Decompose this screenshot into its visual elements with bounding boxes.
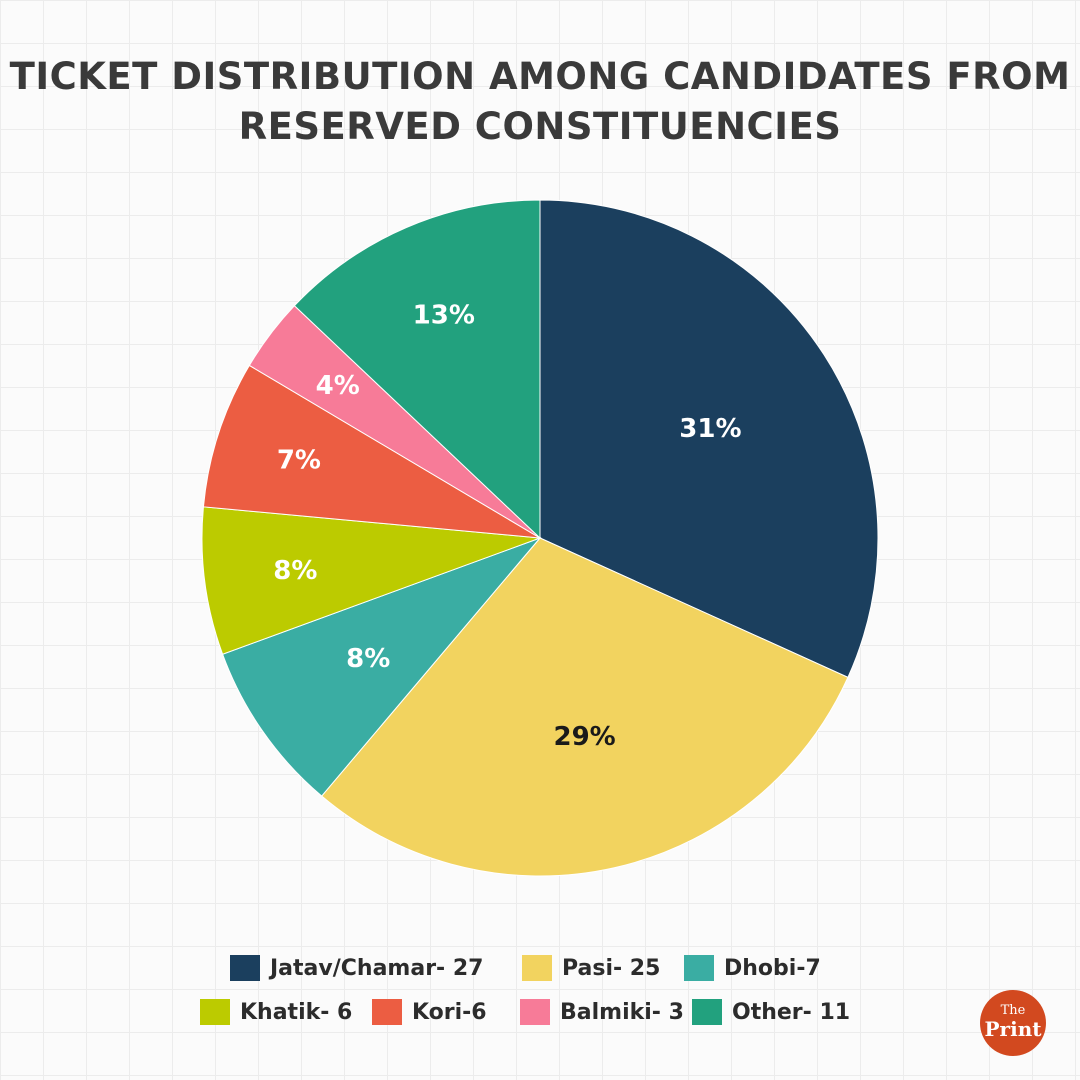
title-line-2: RESERVED CONSTITUENCIES — [238, 105, 842, 148]
legend-item-kori: Kori-6 — [372, 999, 487, 1025]
legend-item-jatav-chamar: Jatav/Chamar- 27 — [230, 955, 483, 981]
pie-slice-jatav-chamar — [539, 199, 879, 679]
legend-label: Kori-6 — [412, 999, 487, 1025]
legend-label: Jatav/Chamar- 27 — [270, 955, 484, 981]
legend-label: Khatik- 6 — [240, 999, 353, 1025]
legend-item-khatik: Khatik- 6 — [200, 999, 352, 1025]
legend-label: Pasi- 25 — [562, 955, 661, 981]
legend-swatch — [230, 955, 260, 981]
legend-label: Balmiki- 3 — [560, 999, 684, 1025]
legend-label: Other- 11 — [732, 999, 851, 1025]
slice-label-other: 13% — [413, 300, 475, 330]
legend-swatch — [684, 955, 714, 981]
pie-slice-khatik — [201, 506, 541, 655]
theprint-logo: The Print — [980, 990, 1046, 1056]
legend-swatch — [520, 999, 550, 1025]
legend-label: Dhobi-7 — [724, 955, 821, 981]
legend-item-pasi: Pasi- 25 — [522, 955, 660, 981]
slice-label-kori: 7% — [277, 446, 321, 476]
slice-label-dhobi: 8% — [346, 644, 390, 674]
pie-slice-other — [293, 199, 541, 540]
legend-swatch — [200, 999, 230, 1025]
legend-swatch — [692, 999, 722, 1025]
logo-the: The — [1000, 1003, 1026, 1018]
legend-item-balmiki: Balmiki- 3 — [520, 999, 684, 1025]
logo-print: Print — [984, 1017, 1042, 1041]
pie-slice-kori — [202, 364, 541, 539]
chart-title: TICKET DISTRIBUTION AMONG CANDIDATES FRO… — [0, 52, 1080, 152]
slice-label-khatik: 8% — [273, 556, 317, 586]
legend-swatch — [522, 955, 552, 981]
pie-slice-pasi — [320, 537, 849, 877]
slice-label-jatav-chamar: 31% — [679, 414, 741, 444]
legend-item-dhobi: Dhobi-7 — [684, 955, 821, 981]
slice-label-balmiki: 4% — [316, 371, 360, 401]
pie-slice-dhobi — [221, 536, 542, 797]
legend-swatch — [372, 999, 402, 1025]
slice-label-pasi: 29% — [553, 722, 615, 752]
legend-item-other: Other- 11 — [692, 999, 850, 1025]
title-line-1: TICKET DISTRIBUTION AMONG CANDIDATES FRO… — [9, 55, 1071, 98]
